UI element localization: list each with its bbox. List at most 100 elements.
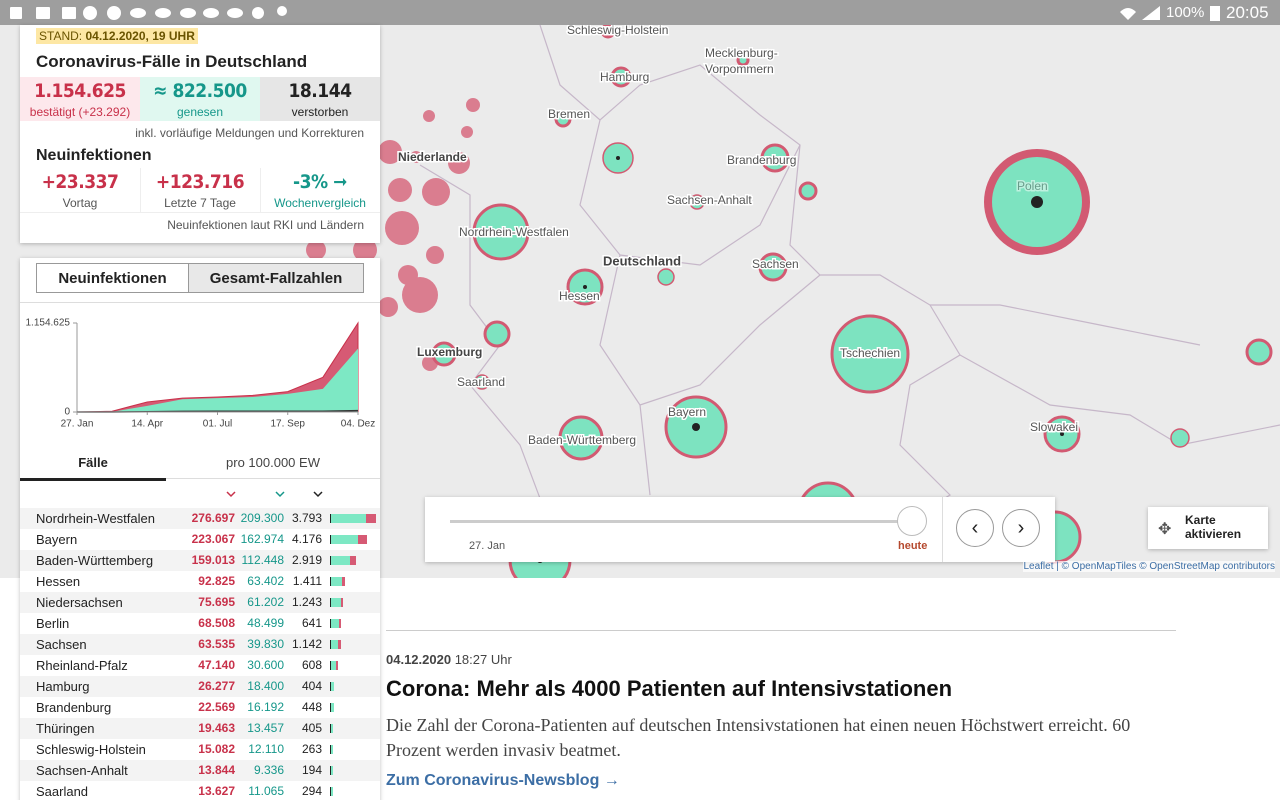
- confirmed-value: 1.154.625: [34, 80, 126, 102]
- deaths: 1.142: [291, 637, 322, 651]
- state-name: Bayern: [36, 532, 78, 547]
- map-label: Schleswig-Holstein: [567, 25, 668, 37]
- map-label: Deutschland: [603, 253, 681, 268]
- confirmed-label: bestätigt (+23.292): [29, 105, 131, 119]
- recovered-bar: [330, 661, 337, 670]
- map-label: Vorpommern: [705, 62, 774, 76]
- deaths: 294: [301, 784, 322, 798]
- article-link[interactable]: Zum Coronavirus-Newsblog →: [386, 772, 620, 789]
- deaths-label: verstorben: [291, 105, 349, 119]
- table-row: Rheinland-Pfalz 47.140 30.600 608: [20, 655, 380, 676]
- recovered: 63.402: [247, 574, 284, 588]
- sort-icons: [226, 491, 323, 498]
- state-name: Sachsen: [36, 637, 87, 652]
- recovered-bar: [330, 514, 366, 523]
- recovered-bar: [330, 535, 359, 544]
- map-label: Mecklenburg-: [705, 46, 778, 60]
- recovered-box: ≈ 822.500 genesen: [140, 77, 260, 121]
- state-name: Sachsen-Anhalt: [36, 763, 128, 778]
- table-row: Bayern 223.067 162.974 4.176: [20, 529, 380, 550]
- table-row: Baden-Württemberg 159.013 112.448 2.919: [20, 550, 380, 571]
- confirmed: 159.013: [191, 553, 235, 567]
- divider: [386, 630, 1176, 631]
- new-day-label: Vortag: [62, 196, 98, 210]
- map-label: Sachsen-Anhalt: [667, 193, 752, 207]
- new-note: Neuinfektionen laut RKI und Ländern: [167, 218, 364, 232]
- trend-value: -3% ➞: [293, 171, 347, 193]
- table-row: Schleswig-Holstein 15.082 12.110 263: [20, 739, 380, 760]
- confirmed: 68.508: [198, 616, 235, 630]
- recovered-bar: [330, 787, 333, 796]
- state-name: Nordrhein-Westfalen: [36, 511, 155, 526]
- recovered-label: genesen: [176, 105, 224, 119]
- state-name: Schleswig-Holstein: [36, 742, 146, 757]
- confirmed-box: 1.154.625 bestätigt (+23.292): [20, 77, 140, 121]
- battery-icon: [1210, 6, 1220, 21]
- subtab[interactable]: pro 100.000 EW: [166, 448, 380, 479]
- confirmed: 276.697: [191, 511, 235, 525]
- stand-badge: STAND: 04.12.2020, 19 UHR: [36, 28, 198, 44]
- map-label: Bayern: [668, 405, 706, 419]
- move-icon: ✥: [1158, 521, 1172, 538]
- recovered-bar: [330, 724, 334, 733]
- tab[interactable]: Neuinfektionen: [36, 263, 189, 293]
- state-name: Hamburg: [36, 679, 90, 694]
- new-week-value: +123.716: [155, 171, 245, 193]
- recovered: 18.400: [247, 679, 284, 693]
- deaths: 194: [301, 763, 322, 777]
- deaths: 448: [301, 700, 322, 714]
- new-week-box: +123.716 Letzte 7 Tage: [140, 168, 261, 213]
- area: [77, 348, 358, 412]
- stand-label: STAND:: [39, 29, 83, 43]
- state-name: Rheinland-Pfalz: [36, 658, 128, 673]
- deaths: 3.793: [291, 511, 322, 525]
- confirmed: 92.825: [198, 574, 235, 588]
- map-label: Baden-Württemberg: [528, 433, 636, 447]
- status-bar: 100% 20:05: [0, 0, 1280, 25]
- table-row: Hessen 92.825 63.402 1.411: [20, 571, 380, 592]
- recovered: 162.974: [240, 532, 284, 546]
- cases-chart: 0 1.154.625 27. Jan 14. Apr 01. Jul 17. Sep 04…: [26, 318, 376, 430]
- deaths: 1.411: [292, 574, 322, 588]
- activate-map-button[interactable]: ✥ Karte aktivieren: [1148, 507, 1268, 549]
- state-name: Baden-Württemberg: [36, 553, 154, 568]
- tab[interactable]: Gesamt-Fallzahlen: [188, 263, 364, 293]
- activate-label: Karte aktivieren: [1185, 513, 1242, 541]
- attribution: Leaflet | © OpenMapTiles © OpenStreetMap…: [1023, 561, 1275, 572]
- signal-icons: [1120, 6, 1160, 20]
- map-label: Niederlande: [398, 150, 467, 164]
- recovered-bar: [330, 619, 340, 628]
- recovered: 30.600: [247, 658, 284, 672]
- confirmed: 223.067: [191, 532, 235, 546]
- article-text: Die Zahl der Corona-Patienten auf deutsc…: [386, 715, 1131, 760]
- confirmed: 15.082: [198, 742, 235, 756]
- recovered-bar: [330, 577, 342, 586]
- subtab[interactable]: Fälle: [20, 448, 166, 481]
- map-label: Hamburg: [600, 70, 649, 84]
- recovered: 39.830: [247, 637, 284, 651]
- deaths: 1.243: [291, 595, 322, 609]
- deaths: 404: [301, 679, 322, 693]
- timeline-track: [450, 520, 905, 523]
- map-labels: Schleswig-Holstein Mecklenburg- Vorpommern…: [397, 25, 1080, 544]
- next-button[interactable]: ›: [1002, 509, 1040, 547]
- timeline: 27. Jan heute ‹ ›: [425, 497, 1055, 562]
- borders: [419, 25, 1280, 546]
- recovered-value: ≈ 822.500: [153, 80, 247, 102]
- timeline-handle[interactable]: [897, 506, 927, 536]
- article-time: 18:27 Uhr: [454, 652, 512, 667]
- recovered-bar: [330, 640, 338, 649]
- prev-button[interactable]: ‹: [956, 509, 994, 547]
- table-row: Niedersachsen 75.695 61.202 1.243: [20, 592, 380, 613]
- confirmed: 13.627: [198, 784, 235, 798]
- state-name: Berlin: [36, 616, 70, 631]
- tab-bar: Neuinfektionen Gesamt-Fallzahlen: [36, 263, 364, 294]
- confirmed: 22.569: [198, 700, 235, 714]
- article-headline[interactable]: Corona: Mehr als 4000 Patienten auf Inte…: [386, 676, 953, 701]
- confirmed: 26.277: [198, 679, 235, 693]
- divider: [20, 302, 380, 303]
- x-tick-label: 01. Jul: [203, 419, 232, 430]
